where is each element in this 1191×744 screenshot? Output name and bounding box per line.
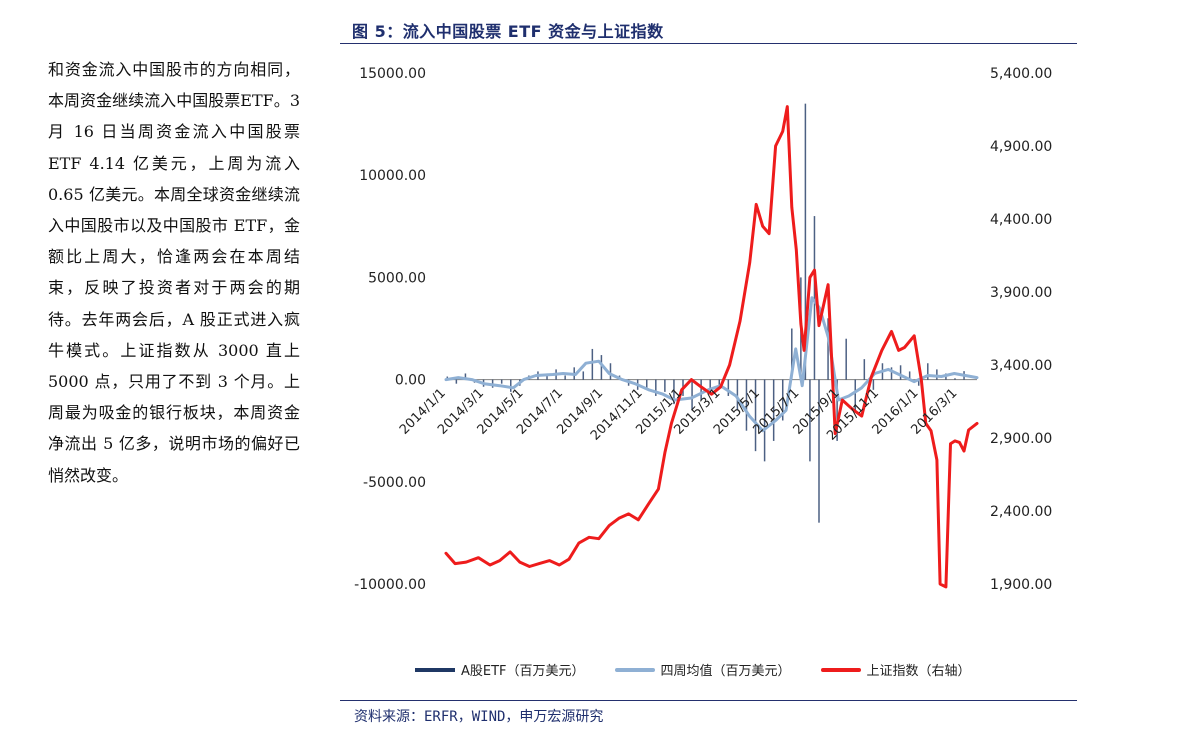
etf-flow-bar: [781, 379, 784, 421]
etf-flow-bar: [600, 355, 603, 380]
etf-flow-bar: [464, 373, 467, 380]
commentary-text: 和资金流入中国股市的方向相同，本周资金继续流入中国股票ETF。3 月 16 日当…: [48, 60, 300, 485]
etf-flow-bar: [510, 379, 512, 392]
source-note: 资料来源：ERFR，WIND，申万宏源研究: [354, 709, 604, 725]
etf-flow-bar: [827, 318, 829, 380]
etf-flow-bar: [455, 379, 458, 384]
etf-flow-bar: [745, 379, 748, 431]
y-right-tick-label: 1,900.00: [990, 577, 1052, 593]
etf-flow-bar: [736, 379, 739, 411]
y-right-tick-label: 2,900.00: [990, 431, 1052, 447]
y-right-tick-label: 3,900.00: [990, 285, 1052, 301]
etf-flow-bar: [718, 379, 721, 386]
etf-flow-bar: [890, 367, 893, 380]
y-right-axis: 5,400.00 4,900.00 4,400.00 3,900.00 3,400.00…: [990, 66, 1052, 593]
etf-flow-bar: [645, 379, 648, 388]
chart: 15000.00 10000.00 5000.00 0.00 -5000.00 -1000…: [354, 66, 1052, 593]
y-left-tick-label: 0.00: [395, 373, 426, 389]
y-left-axis: 15000.00 10000.00 5000.00 0.00 -5000.00 -1000…: [354, 66, 426, 593]
etf-flow-bar: [872, 379, 875, 390]
source-divider: [340, 700, 1077, 701]
y-left-tick-label: -10000.00: [354, 577, 426, 593]
legend-swatch-etf: [415, 667, 455, 672]
legend-swatch-average: [614, 667, 655, 672]
etf-flow-bar: [500, 379, 503, 384]
etf-flow-bar: [804, 103, 807, 380]
etf-flow-bar: [609, 363, 612, 380]
legend-item-average: 四周均值（百万美元）: [614, 660, 791, 679]
etf-flow-bar: [691, 379, 693, 411]
y-left-tick-label: 5000.00: [368, 270, 426, 286]
x-axis: 2014/1/12014/3/12014/5/12014/7/12014/9/1…: [397, 386, 960, 444]
etf-flow-bar: [763, 379, 766, 462]
etf-flow-bar: [727, 379, 730, 396]
etf-flow-bar: [899, 365, 902, 380]
etf-flow-bar: [845, 338, 847, 380]
legend-label-average: 四周均值（百万美元）: [660, 664, 791, 679]
etf-flow-bar: [809, 379, 811, 462]
etf-flow-bar: [813, 216, 816, 380]
etf-flow-bar: [908, 371, 911, 380]
y-right-tick-label: 4,900.00: [990, 139, 1052, 155]
y-right-tick-label: 5,400.00: [990, 66, 1052, 82]
etf-flow-bar: [954, 378, 956, 380]
y-right-tick-label: 4,400.00: [990, 212, 1052, 228]
etf-flow-bar: [700, 379, 702, 401]
etf-flow-bar: [927, 363, 929, 380]
etf-flow-bar: [772, 379, 775, 441]
etf-flow-bar: [582, 371, 585, 380]
legend-swatch-index: [820, 667, 861, 672]
legend-item-etf: A股ETF（百万美元）: [415, 660, 585, 679]
y-left-tick-label: 15000.00: [359, 66, 426, 82]
etf-flow-bar: [818, 379, 820, 523]
etf-flow-bar: [791, 328, 793, 380]
legend-label-index: 上证指数（右轴）: [866, 664, 971, 679]
shanghai-index-line: [444, 105, 979, 589]
etf-flow-bar: [546, 373, 548, 380]
title-divider: [340, 43, 1077, 44]
etf-flow-bar: [564, 375, 566, 380]
etf-flow-bar: [917, 379, 920, 386]
etf-flow-bar: [754, 379, 757, 452]
y-right-tick-label: 2,400.00: [990, 504, 1052, 520]
y-right-tick-label: 3,400.00: [990, 358, 1052, 374]
etf-flow-bar: [863, 359, 866, 380]
etf-flow-bars: [446, 103, 965, 523]
etf-flow-bar: [709, 379, 711, 390]
legend: A股ETF（百万美元） 四周均值（百万美元） 上证指数（右轴）: [415, 660, 1055, 679]
etf-flow-bar: [655, 379, 657, 396]
etf-flow-bar: [591, 348, 594, 380]
etf-flow-bar: [936, 369, 938, 380]
figure-title: 图 5：流入中国股票 ETF 资金与上证指数: [352, 22, 664, 41]
legend-label-etf: A股ETF（百万美元）: [461, 664, 585, 679]
legend-item-index: 上证指数（右轴）: [820, 660, 971, 679]
etf-flow-bar: [854, 379, 857, 411]
etf-flow-bar: [836, 379, 838, 441]
y-left-tick-label: -5000.00: [363, 475, 426, 491]
y-left-tick-label: 10000.00: [359, 168, 426, 184]
etf-flow-bar: [664, 379, 666, 392]
etf-flow-bar: [673, 379, 675, 405]
